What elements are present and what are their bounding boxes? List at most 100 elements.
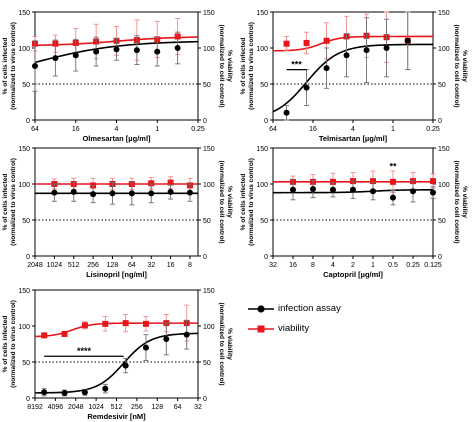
plot-frame <box>272 147 434 257</box>
infection-point <box>109 190 116 197</box>
y-axis-label-right-line: % viability <box>461 186 468 218</box>
y-axis-label-right: % viability(normalized to cell control) <box>218 302 233 385</box>
y-tick-label-right: 50 <box>203 218 211 225</box>
infection-point <box>122 362 129 369</box>
y-axis-label-left-line: % of cells infected <box>2 38 9 95</box>
x-axis-label: Remdesivir [nM] <box>87 412 146 421</box>
viability-point <box>41 332 48 339</box>
x-tick-label: 64 <box>174 404 182 411</box>
y-axis-label-left: % of cells infected(normalized to virus … <box>2 158 17 246</box>
y-axis-label-right-line: (normalized to cell control) <box>218 160 225 243</box>
legend-viability-label: viability <box>278 323 310 334</box>
x-tick-label: 0.125 <box>424 262 442 269</box>
y-tick-label-left: 0 <box>26 254 30 261</box>
infection-point <box>404 37 411 44</box>
y-tick-label-left: 150 <box>18 288 30 295</box>
chart-captopril: 0 0 50 50 100 100 150 150 32 16 8 4 2 1 0.5 0.25 0.125 Ca… <box>240 146 468 279</box>
y-axis-label-right-line: % viability <box>226 50 233 82</box>
infection-point <box>70 188 77 195</box>
y-tick-label-left: 0 <box>26 118 30 125</box>
infection-point <box>283 109 290 116</box>
legend: infection assay viability <box>248 302 448 342</box>
x-tick-label: 32 <box>194 404 202 411</box>
infection-fit-curve <box>34 332 199 394</box>
infection-point <box>430 189 436 196</box>
y-tick-label-left: 50 <box>22 82 30 89</box>
x-tick-label: 256 <box>131 404 143 411</box>
y-axis-label-left-line: % of cells infected <box>240 38 247 95</box>
viability-point <box>390 178 396 185</box>
y-tick-label-left: 150 <box>18 146 30 153</box>
infection-point <box>72 52 79 59</box>
y-tick-label-left: 50 <box>22 360 30 367</box>
viability-point <box>142 320 149 327</box>
y-tick-label-left: 50 <box>260 82 268 89</box>
y-tick-label-right: 150 <box>438 146 450 153</box>
y-axis-label-right-line: % viability <box>226 328 233 360</box>
x-tick-label: 64 <box>31 126 39 133</box>
x-axis-label: Olmesartan [µg/ml] <box>82 134 151 143</box>
y-tick-label-right: 100 <box>203 182 215 189</box>
y-axis-label-right-line: (normalized to cell control) <box>218 24 225 107</box>
y-axis-label-left-line: (normalized to virus control) <box>10 158 17 246</box>
x-tick-label: 4096 <box>48 404 64 411</box>
x-tick-label: 128 <box>151 404 163 411</box>
x-tick-label: 512 <box>111 404 123 411</box>
x-tick-label: 2048 <box>68 404 84 411</box>
viability-point <box>167 179 174 186</box>
viability-point <box>330 178 336 185</box>
infection-point <box>163 335 170 342</box>
x-tick-label: 32 <box>147 262 155 269</box>
infection-point <box>102 385 109 392</box>
x-tick-label: 8 <box>311 262 315 269</box>
y-tick-label-right: 150 <box>203 146 215 153</box>
infection-point <box>290 186 296 193</box>
legend-viability-marker <box>248 325 274 333</box>
y-axis-label-left: % of cells infected(normalized to virus … <box>2 300 17 388</box>
infection-point <box>81 389 88 396</box>
viability-point <box>370 178 376 185</box>
infection-point <box>383 45 390 51</box>
y-tick-label-left: 100 <box>256 46 268 53</box>
y-tick-label-left: 50 <box>22 218 30 225</box>
viability-point <box>430 178 436 185</box>
y-tick-label-right: 0 <box>438 118 442 125</box>
y-tick-label-right: 150 <box>438 10 450 17</box>
x-tick-label: 256 <box>87 262 99 269</box>
infection-point <box>350 186 356 193</box>
infection-point <box>330 186 336 193</box>
y-tick-label-right: 150 <box>203 288 215 295</box>
chart-remdesivir: 0 0 50 50 100 100 150 150 8192 4096 2048 1024 512 256… <box>2 288 233 421</box>
y-axis-label-left-line: % of cells infected <box>2 174 9 231</box>
y-axis-label-left: % of cells infected(normalized to virus … <box>240 158 255 246</box>
y-tick-label-right: 0 <box>438 254 442 261</box>
viability-point <box>61 330 68 337</box>
y-axis-label-left-line: (normalized to virus control) <box>248 22 255 110</box>
viability-fit-curve <box>272 35 433 52</box>
y-axis-label-left-line: (normalized to virus control) <box>10 22 17 110</box>
x-tick-label: 128 <box>107 262 119 269</box>
infection-point <box>128 190 135 197</box>
viability-point <box>148 180 155 187</box>
x-tick-label: 2048 <box>27 262 43 269</box>
x-tick-label: 0.5 <box>388 262 398 269</box>
y-tick-label-right: 150 <box>203 10 215 17</box>
plot-frame <box>34 289 199 399</box>
infection-point <box>363 47 370 54</box>
x-tick-label: 1024 <box>47 262 63 269</box>
infection-point <box>93 48 100 55</box>
infection-point <box>174 45 181 51</box>
infection-point <box>390 194 396 201</box>
x-tick-label: 1 <box>155 126 159 133</box>
x-tick-label: 1 <box>391 126 395 133</box>
x-tick-label: 1024 <box>88 404 104 411</box>
viability-point <box>81 322 88 329</box>
y-tick-label-right: 0 <box>203 396 207 403</box>
x-tick-label: 16 <box>167 262 175 269</box>
y-tick-label-left: 0 <box>264 254 268 261</box>
x-tick-label: 0.25 <box>426 126 440 133</box>
viability-point <box>323 37 330 44</box>
y-axis-label-right: % viability(normalized to cell control) <box>218 24 233 107</box>
infection-point <box>41 389 48 396</box>
y-tick-label-right: 100 <box>203 46 215 53</box>
